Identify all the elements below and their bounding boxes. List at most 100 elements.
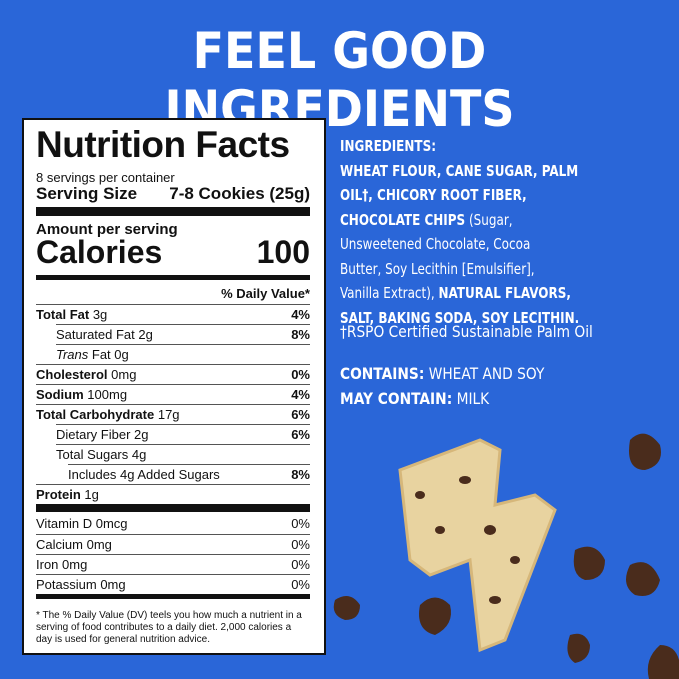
nutrient-name: Protein 1g <box>36 485 99 504</box>
nutrient-amount: 17g <box>157 407 180 422</box>
nutrient-amount: 2g <box>134 427 149 442</box>
nutrient-row: Sodium 100mg 4% <box>36 384 310 404</box>
nutrient-row: Protein 1g <box>36 484 310 504</box>
nutrient-name: Total Fat 3g <box>36 305 107 324</box>
contains-value: WHEAT AND SOY <box>424 364 545 383</box>
cookie-illustration <box>333 433 679 679</box>
contains-label: CONTAINS: <box>340 364 425 383</box>
thick-divider <box>36 207 310 216</box>
nutrient-name: Cholesterol 0mg <box>36 365 136 384</box>
nutrient-daily-value: 0% <box>291 367 310 382</box>
vitamin-row: Calcium 0mg 0% <box>36 534 310 554</box>
ingredients-line: Vanilla Extract), NATURAL FLAVORS, <box>340 281 628 306</box>
vitamin-label: Potassium <box>36 577 97 592</box>
amount-per-serving: Amount per serving <box>36 221 178 238</box>
nutrient-name: Sodium 100mg <box>36 385 127 404</box>
nutrient-label: Dietary Fiber <box>56 427 131 442</box>
ingredient-text: Butter, Soy Lecithin [Emulsifier], <box>340 259 535 278</box>
nutrient-daily-value: 8% <box>291 327 310 342</box>
vitamin-amount: 0mg <box>86 537 112 552</box>
vitamin-amount: 0mcg <box>95 516 128 531</box>
ingredient-text: NATURAL FLAVORS, <box>438 284 571 302</box>
calories: Calories 100 <box>36 234 310 271</box>
vitamin-label: Vitamin D <box>36 516 93 531</box>
vitamin-amount: 0mg <box>62 557 88 572</box>
nutrient-row: Saturated Fat 2g 8% <box>56 324 310 344</box>
nutrient-label: Includes 4g Added Sugars <box>68 467 220 482</box>
vitamin-row: Iron 0mg 0% <box>36 554 310 574</box>
nutrient-name: Total Carbohydrate 17g <box>36 405 180 424</box>
nutrition-title: Nutrition Facts <box>36 124 290 165</box>
thick-divider <box>36 504 310 512</box>
nutrient-label: Trans <box>56 347 89 362</box>
ingredients-line: INGREDIENTS: <box>340 134 628 159</box>
nutrient-amount: 1g <box>84 487 99 502</box>
nutrient-row: Total Carbohydrate 17g 6% <box>36 404 310 424</box>
ingredient-text: SALT, BAKING SODA, SOY LECITHIN. <box>340 308 580 327</box>
ingredient-text: OIL†, CHICORY ROOT FIBER, <box>340 186 527 204</box>
calories-label: Calories <box>36 234 163 270</box>
chocolate-chips-image <box>333 433 679 679</box>
vitamin-daily-value: 0% <box>291 557 310 572</box>
may-contain-label: MAY CONTAIN: <box>340 389 453 408</box>
ingredient-text: CHOCOLATE CHIPS <box>340 210 466 229</box>
nutrient-amount: 0mg <box>111 367 137 382</box>
vitamin-daily-value: 0% <box>291 516 310 531</box>
nutrient-row: Dietary Fiber 2g 6% <box>56 424 310 444</box>
palm-oil-note: †RSPO Certified Sustainable Palm Oil <box>340 322 593 341</box>
nutrient-label: Cholesterol <box>36 367 108 382</box>
lightning-cookie-image <box>398 438 557 653</box>
may-contain-statement: MAY CONTAIN: MILK <box>340 389 489 408</box>
nutrient-daily-value: 8% <box>291 467 310 482</box>
nutrient-amount: 100mg <box>87 387 128 402</box>
serving-size-value: 7-8 Cookies (25g) <box>169 184 310 203</box>
nutrient-name: Saturated Fat 2g <box>56 325 153 344</box>
headline: FEEL GOOD INGREDIENTS <box>164 22 515 138</box>
nutrient-row: Total Fat 3g 4% <box>36 304 310 324</box>
vitamin-row: Potassium 0mg 0% <box>36 574 310 594</box>
vitamin-label: Calcium <box>36 537 83 552</box>
ingredients-line: Unsweetened Chocolate, Cocoa <box>340 232 628 257</box>
ingredient-text: WHEAT FLOUR, CANE SUGAR, PALM <box>340 161 579 180</box>
nutrient-amount: Fat 0g <box>91 347 129 362</box>
vitamin-name: Calcium 0mg <box>36 535 112 554</box>
nutrient-name: Includes 4g Added Sugars <box>68 465 220 484</box>
vitamin-daily-value: 0% <box>291 537 310 552</box>
nutrient-label: Protein <box>36 487 81 502</box>
footnote: * The % Daily Value (DV) teels you how m… <box>36 610 302 645</box>
calories-value: 100 <box>256 234 310 270</box>
nutrition-facts-label: Nutrition Facts 8 servings per container… <box>22 118 326 655</box>
ingredient-text: Vanilla Extract), <box>340 284 439 302</box>
vitamin-daily-value: 0% <box>291 577 310 592</box>
serving-size-label: Serving Size <box>36 184 138 203</box>
nutrient-name: Dietary Fiber 2g <box>56 425 149 444</box>
nutrient-amount: 3g <box>92 307 108 322</box>
nutrient-amount: 2g <box>138 327 153 342</box>
nutrient-row: Trans Fat 0g <box>56 344 310 364</box>
ingredients-line: CHOCOLATE CHIPS (Sugar, <box>340 208 628 233</box>
nutrient-label: Total Fat <box>36 307 90 322</box>
nutrient-daily-value: 6% <box>291 407 310 422</box>
vitamin-name: Iron 0mg <box>36 555 87 574</box>
ingredients-list: INGREDIENTS: WHEAT FLOUR, CANE SUGAR, PAL… <box>340 134 675 330</box>
ingredients-line: OIL†, CHICORY ROOT FIBER, <box>340 183 628 208</box>
daily-value-header: % Daily Value* <box>221 286 310 301</box>
nutrient-name: Total Sugars 4g <box>56 445 146 464</box>
may-contain-value: MILK <box>452 389 490 408</box>
vitamin-label: Iron <box>36 557 59 572</box>
nutrient-label: Total Sugars <box>56 447 129 462</box>
ingredients-line: SALT, BAKING SODA, SOY LECITHIN. <box>340 306 628 331</box>
ingredients-line: WHEAT FLOUR, CANE SUGAR, PALM <box>340 159 628 184</box>
nutrient-amount: 4g <box>131 447 147 462</box>
medium-divider <box>36 275 310 280</box>
contains-statement: CONTAINS: WHEAT AND SOY <box>340 364 544 383</box>
vitamin-name: Vitamin D 0mcg <box>36 514 128 534</box>
ingredient-text: (Sugar, <box>465 210 513 229</box>
vitamin-name: Potassium 0mg <box>36 575 126 594</box>
nutrient-row: Cholesterol 0mg 0% <box>36 364 310 384</box>
vitamin-amount: 0mg <box>100 577 126 592</box>
nutrient-label: Sodium <box>36 387 84 402</box>
ingredients-heading: INGREDIENTS: <box>340 137 437 155</box>
nutrient-daily-value: 4% <box>291 307 310 322</box>
serving-size: Serving Size 7-8 Cookies (25g) <box>36 184 310 204</box>
